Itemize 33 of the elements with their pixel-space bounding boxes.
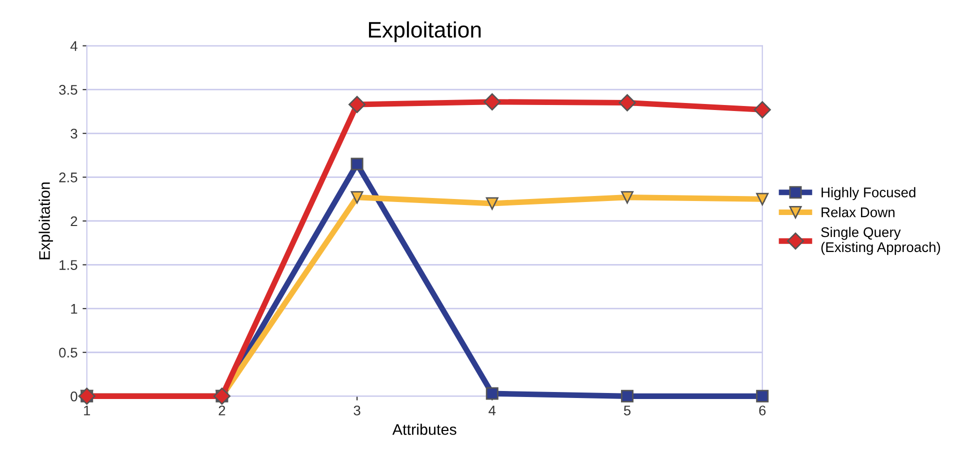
x-tick-label: 5	[624, 406, 631, 416]
legend-label: Highly Focused	[822, 187, 916, 200]
legend-label: Relax Down	[822, 207, 894, 218]
point	[621, 390, 634, 402]
x-axis-title: Attributes	[392, 424, 456, 435]
x-tick-label: 1	[84, 406, 90, 416]
y-tick-label: 0	[70, 392, 78, 402]
point	[484, 93, 501, 110]
y-axis-title: Exploitation	[38, 182, 53, 260]
point	[350, 158, 364, 170]
x-tick-label: 3	[354, 406, 360, 416]
point	[754, 101, 771, 118]
point	[486, 387, 498, 400]
x-tick-label: 2	[218, 406, 226, 416]
y-tick-label: 1	[71, 304, 78, 314]
y-tick-label: 1.5	[60, 260, 78, 270]
legend-label: Single Query (Existing Approach)	[821, 226, 940, 255]
x-tick-label: 4	[488, 406, 496, 416]
point	[348, 96, 366, 114]
chart-title: Exploitation	[368, 21, 481, 42]
y-tick-label: 4	[70, 41, 78, 51]
y-tick-label: 2	[70, 216, 78, 226]
x-tick-label: 6	[759, 406, 766, 416]
point	[618, 94, 636, 112]
point	[486, 197, 498, 210]
y-tick-label: 0.5	[59, 348, 78, 358]
point	[621, 191, 634, 204]
y-tick-label: 2.5	[59, 172, 78, 182]
y-tick-label: 3.5	[59, 84, 78, 95]
y-tick-label: 3	[70, 128, 78, 139]
point	[756, 192, 769, 206]
point	[756, 390, 769, 402]
point	[350, 191, 364, 204]
